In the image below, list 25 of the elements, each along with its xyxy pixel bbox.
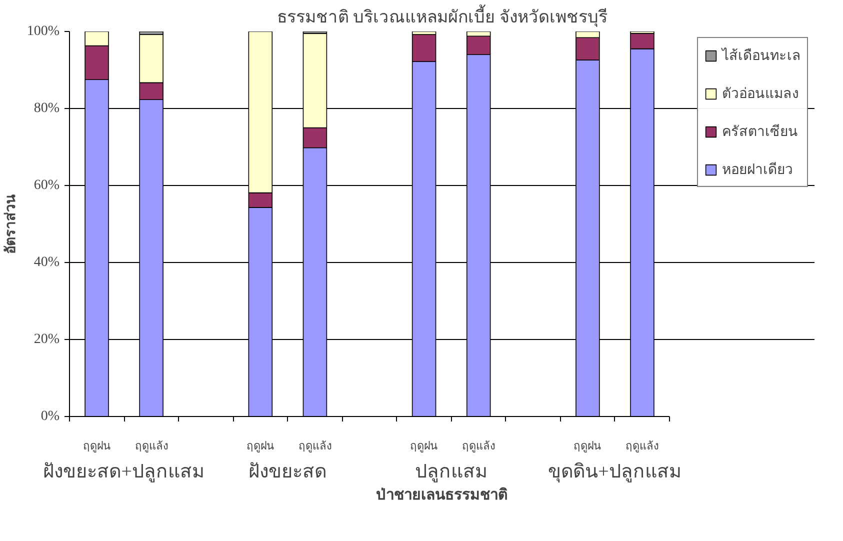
y-tick-label: 60% [34, 178, 60, 193]
x-tick-label: ฤดูแล้ง [298, 440, 332, 452]
y-tick-label: 80% [34, 101, 60, 116]
x-axis-title: ป่าชายเลนธรรมชาติ [376, 486, 508, 504]
x-tick-label: ฤดูฝน [410, 440, 438, 452]
legend-label: ไส้เดือนทะเล [722, 46, 801, 66]
y-tick-label: 20% [34, 332, 60, 347]
text: ขุดดิน+ปลูกแสม [548, 462, 682, 484]
x-tick-label: ฤดูฝน [574, 440, 602, 452]
x-tick-label: ฤดูฝน [82, 440, 111, 452]
y-tick-label: 0% [40, 409, 60, 424]
x-tick-label: ฤดูแล้ง [462, 440, 496, 452]
text: ปลูกแสม [414, 462, 488, 482]
x-tick-label: ฤดูฝน [246, 440, 274, 452]
legend-label: หอยฝาเดียว [722, 161, 793, 180]
chart-title: ธรรมชาติ บริเวณแหลมผักเบี้ย จังหวัดเพชรบุรี [276, 4, 608, 28]
text: ฝังขยะสด [248, 462, 327, 482]
x-tick-label: ฤดูแล้ง [134, 440, 168, 452]
y-tick-label: 40% [34, 255, 60, 270]
y-tick-label: 100% [26, 24, 60, 39]
text: ฝังขยะสด+ปลูกแสม [43, 462, 205, 482]
legend-label: ตัวอ่อนแมลง [722, 86, 799, 104]
x-tick-label: ฤดูแล้ง [626, 440, 659, 452]
y-axis-title: อัตราส่วน [2, 194, 19, 254]
legend-label: ครัสตาเซียน [722, 123, 798, 142]
